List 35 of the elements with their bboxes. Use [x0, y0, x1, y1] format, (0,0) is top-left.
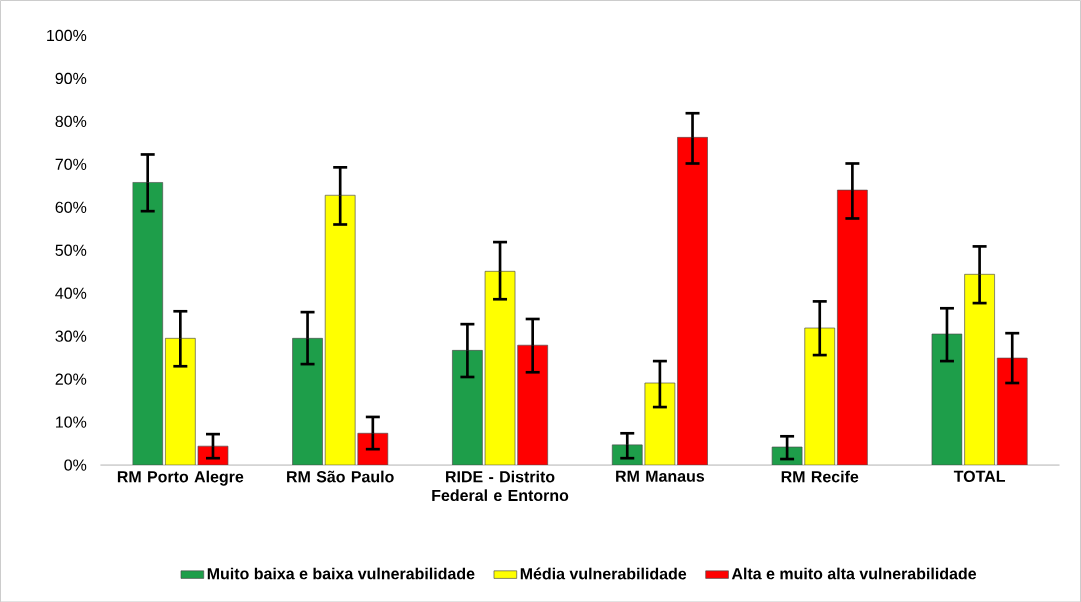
- bar: [292, 337, 323, 465]
- bar: [357, 432, 389, 465]
- bar: [517, 344, 549, 465]
- y-tick-label: 50%: [55, 244, 87, 256]
- x-tick-label: RIDE - Distrito Federal e Entorno: [432, 470, 569, 501]
- y-tick-label: 90%: [55, 72, 87, 84]
- x-tick-label: TOTAL: [953, 470, 1006, 482]
- y-tick-label: 20%: [55, 373, 87, 385]
- legend-label: Média vulnerabilidade: [520, 567, 687, 580]
- y-tick-label: 70%: [55, 158, 87, 170]
- bar: [484, 270, 516, 465]
- bar: [644, 382, 676, 465]
- x-tick-label: RM Manaus: [616, 470, 705, 482]
- bar: [324, 194, 356, 465]
- y-tick-label: 60%: [55, 201, 87, 213]
- bar: [964, 273, 995, 465]
- y-tick-label: 10%: [56, 416, 87, 428]
- bar: [197, 445, 229, 465]
- y-tick-label: 40%: [55, 287, 87, 299]
- legend-label: Muito baixa e baixa vulnerabilidade: [207, 567, 475, 580]
- bar: [132, 181, 164, 465]
- y-tick-label: 30%: [55, 330, 87, 342]
- bar: [804, 327, 836, 465]
- bar: [677, 136, 708, 465]
- x-tick-label: RM São Paulo: [287, 470, 394, 483]
- bar: [931, 333, 963, 465]
- bar: [837, 189, 868, 465]
- y-tick-label: 80%: [55, 115, 87, 127]
- legend-label: Alta e muito alta vulnerabilidade: [731, 567, 977, 580]
- x-tick-label: RM Porto Alegre: [117, 470, 244, 486]
- x-tick-label: RM Recife: [781, 470, 859, 483]
- bar: [996, 357, 1028, 465]
- y-tick-label: 100%: [47, 29, 87, 41]
- y-tick-label: 0%: [64, 459, 87, 471]
- bar: [165, 337, 196, 465]
